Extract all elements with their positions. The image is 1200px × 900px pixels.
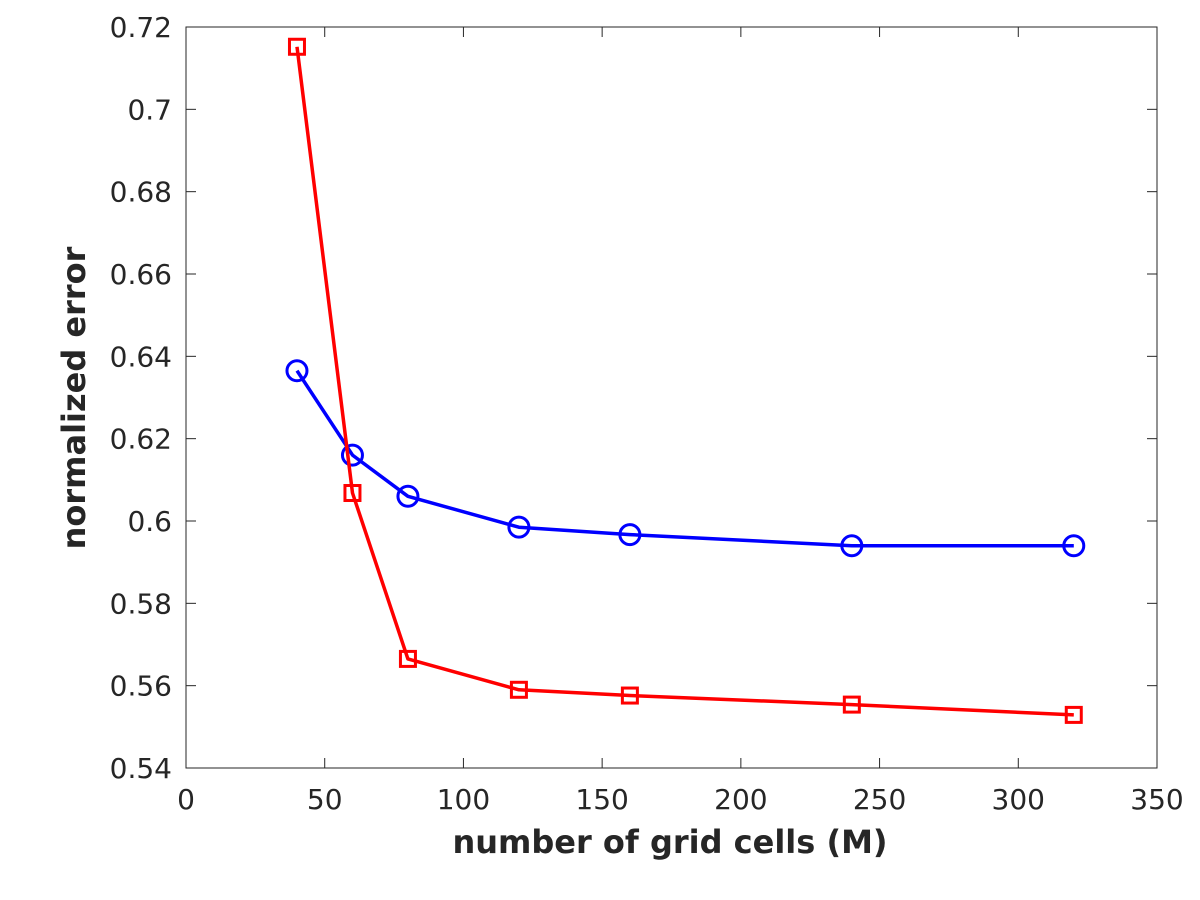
- x-tick-label: 250: [853, 783, 906, 816]
- x-tick-label: 50: [307, 783, 343, 816]
- square-series: [287, 37, 1083, 724]
- x-tick-label: 350: [1130, 783, 1183, 816]
- x-axis-title: number of grid cells (M): [452, 823, 887, 861]
- data-point: [620, 686, 639, 705]
- data-point: [842, 695, 861, 714]
- y-tick-label: 0.56: [110, 670, 172, 703]
- y-tick-label: 0.66: [110, 258, 172, 291]
- circle-series: [285, 359, 1086, 558]
- series-layer: [285, 37, 1086, 724]
- data-point: [340, 443, 364, 467]
- data-point: [287, 37, 306, 56]
- y-tick-label: 0.64: [110, 340, 172, 373]
- data-point: [396, 484, 420, 508]
- x-axis: 0 50 100 150 200 250 300 350: [177, 27, 1184, 816]
- y-tick-label: 0.58: [110, 587, 172, 620]
- x-tick-label: 0: [177, 783, 195, 816]
- y-tick-label: 0.72: [110, 11, 172, 44]
- data-point: [343, 484, 362, 503]
- y-tick-label: 0.62: [110, 423, 172, 456]
- data-point: [618, 523, 642, 547]
- x-tick-label: 300: [992, 783, 1045, 816]
- series-line: [295, 46, 1074, 717]
- y-tick-label: 0.7: [127, 93, 172, 126]
- data-point: [1064, 705, 1083, 724]
- x-tick-label: 150: [575, 783, 628, 816]
- data-point: [840, 534, 864, 558]
- plot-area: [185, 26, 1158, 769]
- y-tick-label: 0.6: [127, 505, 172, 538]
- data-point: [398, 649, 417, 668]
- data-point: [509, 680, 528, 699]
- plot-border: [185, 26, 1158, 769]
- y-axis: 0.54 0.56 0.58 0.6 0.62 0.64 0.66 0.68 0.7 0.72: [110, 11, 1157, 785]
- series-line: [295, 369, 1074, 548]
- y-tick-label: 0.68: [110, 176, 172, 209]
- data-point: [507, 515, 531, 539]
- x-tick-label: 200: [714, 783, 767, 816]
- x-tick-label: 100: [437, 783, 490, 816]
- y-axis-title: normalized error: [55, 246, 93, 549]
- data-point: [285, 359, 309, 383]
- data-point: [1062, 534, 1086, 558]
- y-tick-label: 0.54: [110, 752, 172, 785]
